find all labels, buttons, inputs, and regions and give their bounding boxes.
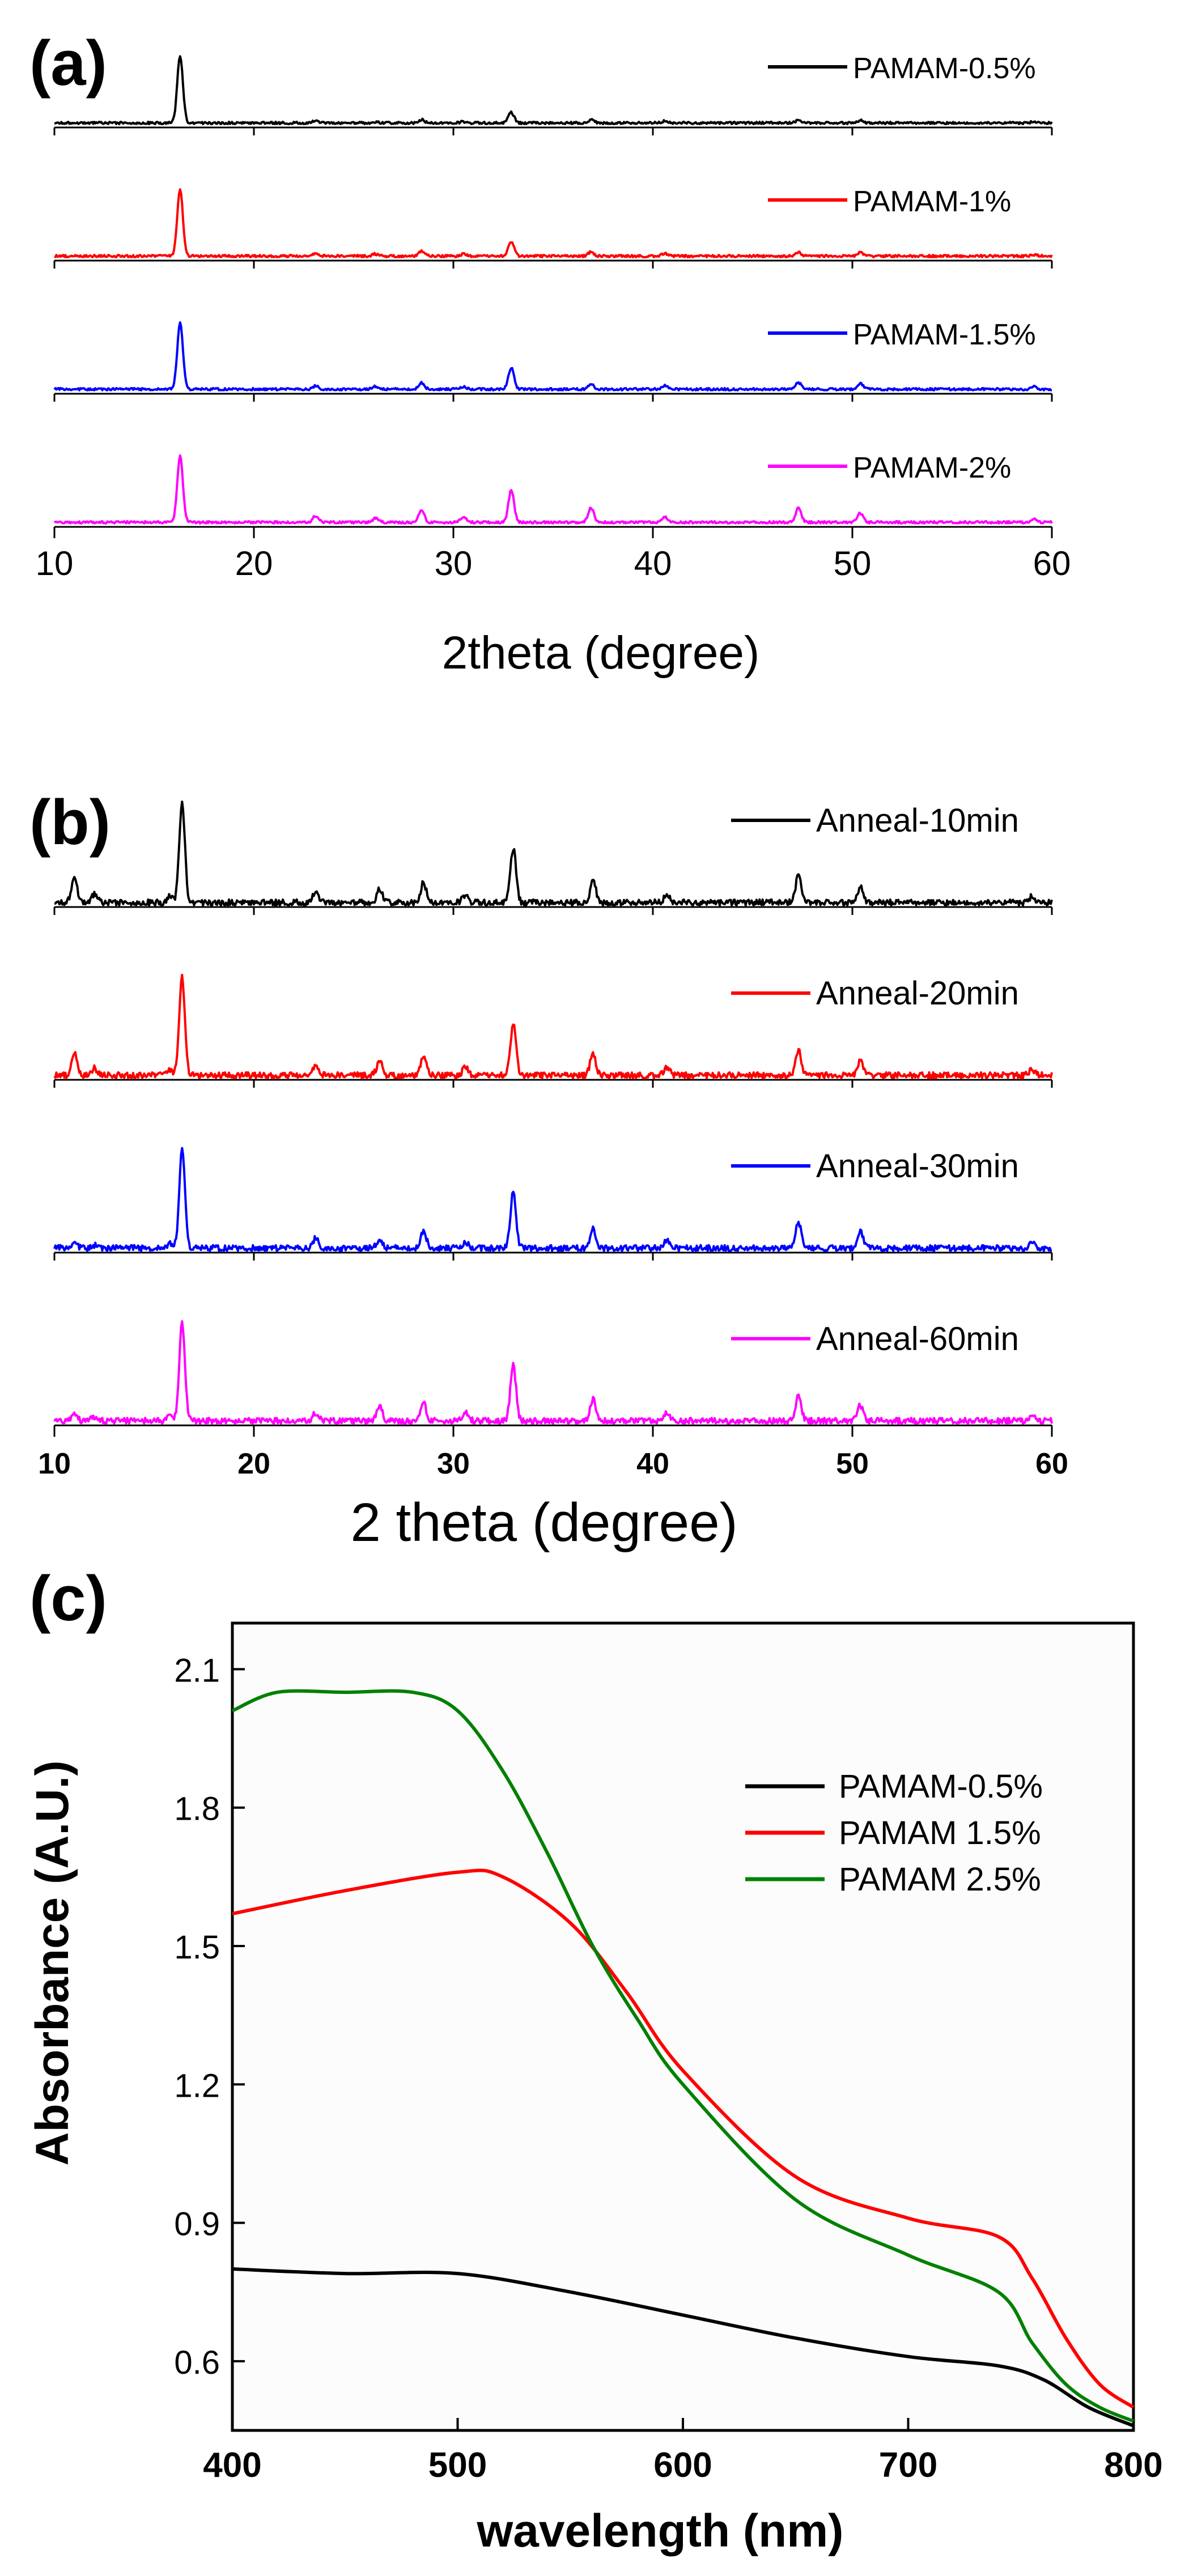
panel-a-legend-label-pamam-0-5: PAMAM-0.5% [853,52,1036,85]
panel-b-xlabel: 2 theta (degree) [350,1492,737,1553]
panel-b-xtick-label: 60 [1035,1447,1068,1480]
panel-b-legend-label-anneal-20min: Anneal-20min [816,975,1019,1012]
panel-a-legend-label-pamam-1-5: PAMAM-1.5% [853,318,1036,351]
panel-c-ytick-label: 0.9 [174,2206,220,2243]
panel-a-xtick-label: 30 [435,544,473,582]
panel-c-xtick-label: 700 [879,2446,937,2485]
panel-c-series-pamam-1-5 [232,1868,1135,2409]
panel-c-xtick-label: 600 [653,2446,712,2485]
panel-c-xtick-label: 400 [203,2446,261,2485]
panel-a-xtick-label: 40 [634,544,672,582]
panel-a-legend-label-pamam-2: PAMAM-2% [853,452,1011,484]
panel-label-a: (a) [29,28,107,99]
panel-c-legend-label-pamam-0-5: PAMAM-0.5% [839,1768,1043,1805]
panel-a-series-pamam-1-5 [53,321,1052,392]
panel-c-xtick-label: 800 [1104,2446,1162,2485]
panel-c-series-pamam-2-5 [231,1689,1135,2423]
panel-c-ytick-label: 1.5 [174,1929,220,1966]
panel-c-ytick-label: 1.8 [174,1791,220,1828]
panel-b-legend-label-anneal-60min: Anneal-60min [816,1321,1019,1357]
panel-a-series-pamam-1 [54,188,1053,259]
panel-a-xtick-label: 60 [1033,544,1071,582]
panel-b-legend-label-anneal-30min: Anneal-30min [816,1148,1019,1185]
panel-b-xtick-label: 30 [437,1447,470,1480]
panel-b-series-anneal-60min [53,1320,1053,1425]
panel-b-plot: Anneal-10min Anneal-20min Anneal-30min Anne… [38,801,1068,1480]
panel-label-b: (b) [29,787,111,858]
panel-a-xlabel: 2theta (degree) [442,627,760,679]
panel-c-xlabel: wavelength (nm) [477,2505,844,2557]
panel-b-series-anneal-30min [53,1147,1052,1253]
panel-c-ytick-label: 1.2 [174,2067,220,2104]
panel-a-legend-label-pamam-1: PAMAM-1% [853,185,1011,218]
panel-a-plot: PAMAM-0.5% PAMAM-1% PAMAM-1.5% PAMAM-2% 10 20… [36,52,1071,582]
panel-c-ylabel: Absorbance (A.U.) [27,1760,78,2165]
panel-a-series-pamam-0-5 [54,55,1053,126]
panel-c-frame [231,1621,1135,2432]
panel-a-xtick-label: 10 [36,544,74,582]
panel-c-legend-label-pamam-1-5: PAMAM 1.5% [839,1815,1041,1851]
panel-b-xtick-label: 20 [237,1447,270,1480]
panel-a-xtick-label: 50 [834,544,872,582]
panel-c-legend-label-pamam-2-5: PAMAM 2.5% [839,1861,1041,1898]
panel-a-series-pamam-2 [53,454,1053,525]
panel-c-ytick-label: 2.1 [174,1652,220,1689]
panel-c-series-pamam-0-5 [232,2267,1135,2428]
panel-c-plot: 400 500 600 700 800 0.6 0.9 1.2 1.5 1.8 2.1 PAMAM-0… [174,1621,1163,2485]
panel-a-xtick-label: 20 [235,544,273,582]
panel-b-series-anneal-10min [54,801,1053,907]
panel-b-legend-label-anneal-10min: Anneal-10min [816,802,1019,839]
panel-b-series-anneal-20min [53,973,1053,1080]
panel-b-xtick-label: 50 [836,1447,869,1480]
panel-c-xtick-label: 500 [428,2446,487,2485]
panel-b-xtick-label: 10 [38,1447,71,1480]
panel-label-c: (c) [29,1563,107,1634]
panel-c-ytick-label: 0.6 [174,2344,220,2381]
panel-b-xtick-label: 40 [636,1447,669,1480]
